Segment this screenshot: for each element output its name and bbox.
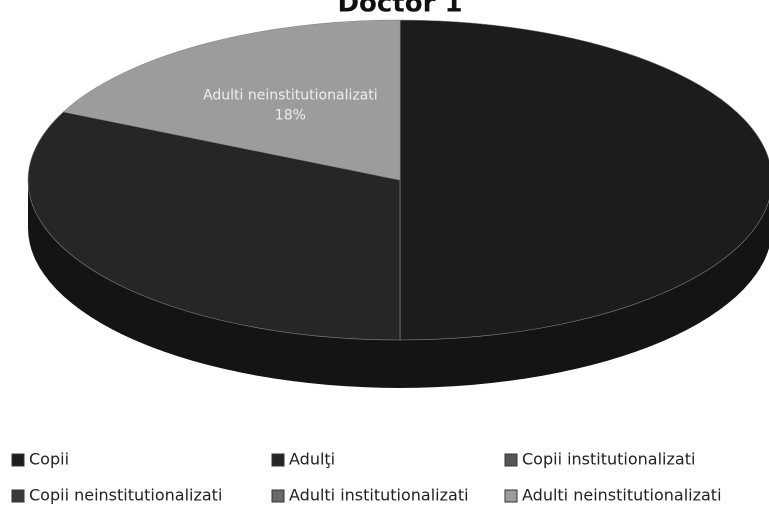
pie-slice <box>27 111 401 341</box>
slice-name-label: Adulti neinstitutionalizati <box>203 88 378 104</box>
legend-label: Copii <box>29 450 69 469</box>
chart-title: Doctor 1 <box>337 0 462 19</box>
legend-swatch <box>271 453 285 467</box>
legend-label: Adulti neinstitutionalizati <box>522 486 722 505</box>
legend-swatch <box>504 453 518 467</box>
pie-slice <box>399 19 769 341</box>
legend-swatch <box>11 453 25 467</box>
slice-value-label: 18% <box>275 108 306 124</box>
legend-swatch <box>11 489 25 503</box>
legend-swatch <box>271 489 285 503</box>
legend-swatch <box>504 489 518 503</box>
legend-label: Adulţi <box>289 450 335 469</box>
legend-label: Copii neinstitutionalizati <box>29 486 222 505</box>
pie-slice <box>62 19 401 181</box>
legend-label: Copii institutionalizati <box>522 450 695 469</box>
legend-label: Adulti institutionalizati <box>289 486 469 505</box>
